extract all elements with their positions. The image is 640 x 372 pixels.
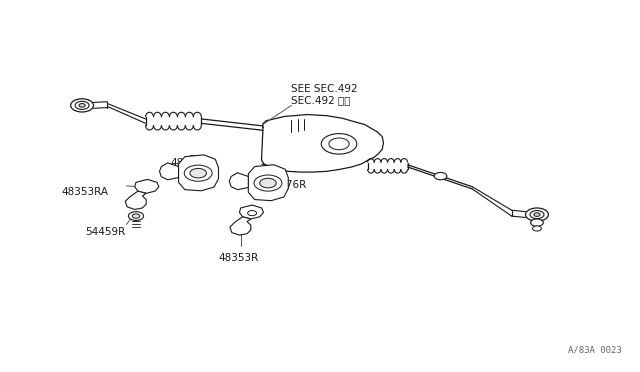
- Circle shape: [321, 134, 356, 154]
- Circle shape: [530, 211, 544, 219]
- Polygon shape: [239, 205, 264, 219]
- Polygon shape: [179, 155, 218, 191]
- Circle shape: [534, 213, 540, 217]
- Circle shape: [260, 178, 276, 188]
- Circle shape: [254, 175, 282, 191]
- Circle shape: [129, 212, 143, 221]
- Polygon shape: [125, 191, 146, 209]
- Circle shape: [190, 169, 207, 178]
- Circle shape: [532, 226, 541, 231]
- Text: 48353R: 48353R: [218, 253, 259, 263]
- Circle shape: [248, 211, 257, 216]
- Circle shape: [184, 165, 212, 181]
- Text: SEE SEC.492
SEC.492 参照: SEE SEC.492 SEC.492 参照: [291, 84, 358, 105]
- Circle shape: [132, 214, 140, 218]
- Polygon shape: [159, 163, 179, 180]
- Text: 54459R: 54459R: [85, 227, 125, 237]
- Circle shape: [434, 173, 447, 180]
- Circle shape: [531, 219, 543, 226]
- Circle shape: [70, 99, 93, 112]
- Circle shape: [75, 101, 89, 109]
- Text: A/83A 0023: A/83A 0023: [568, 346, 621, 355]
- Text: 48376RA: 48376RA: [171, 158, 218, 168]
- Polygon shape: [248, 165, 288, 201]
- Polygon shape: [229, 173, 248, 190]
- Text: 48376R: 48376R: [266, 180, 307, 190]
- Circle shape: [329, 138, 349, 150]
- Polygon shape: [230, 217, 251, 235]
- Text: 48353RA: 48353RA: [61, 187, 108, 197]
- Circle shape: [79, 103, 85, 107]
- Circle shape: [525, 208, 548, 221]
- Polygon shape: [135, 179, 159, 193]
- Polygon shape: [262, 115, 383, 172]
